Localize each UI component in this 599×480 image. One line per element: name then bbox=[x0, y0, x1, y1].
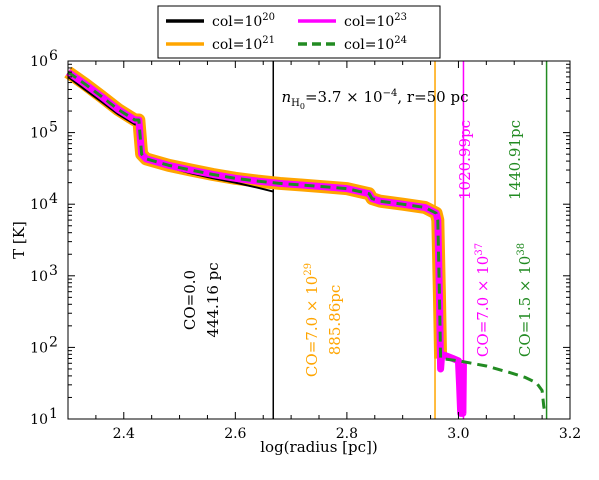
legend-label-3: col=1024 bbox=[344, 35, 407, 53]
x-tick-label: 2.8 bbox=[336, 426, 358, 442]
y-tick-label-exponent: 6 bbox=[49, 48, 58, 64]
y-tick-label: 10 bbox=[30, 340, 48, 356]
vline-co-label-1: CO=7.0 × 1029 bbox=[303, 263, 321, 377]
legend-box bbox=[157, 5, 441, 59]
vline-radius-label-3: 1440.91pc bbox=[506, 120, 524, 200]
x-tick-label: 3.0 bbox=[447, 426, 469, 442]
y-tick-label: 10 bbox=[30, 126, 48, 142]
y-tick-label-exponent: 5 bbox=[49, 120, 58, 136]
y-tick-label: 10 bbox=[30, 54, 48, 70]
y-tick-label: 10 bbox=[30, 269, 48, 285]
series-line-2 bbox=[65, 69, 467, 417]
x-tick-label: 2.6 bbox=[224, 426, 246, 442]
legend: col=1020 col=1023 col=1021 col=1024 bbox=[157, 5, 441, 59]
density-annotation: nH0=3.7 × 10−4, r=50 pc bbox=[281, 88, 468, 111]
vline-radius-label-0: 444.16 pc bbox=[204, 262, 222, 337]
vertical-marker-labels: CO=0.0 444.16 pc CO=7.0 × 1029 885.86pc CO=7… bbox=[181, 120, 534, 377]
vertical-markers bbox=[272, 61, 548, 419]
vline-co-label-0: CO=0.0 bbox=[181, 270, 199, 330]
series-lines bbox=[64, 66, 547, 417]
legend-label-1: col=1023 bbox=[344, 12, 407, 30]
y-tick-label: 10 bbox=[30, 412, 48, 428]
legend-label-2: col=1021 bbox=[212, 35, 275, 53]
vline-radius-label-1: 885.86pc bbox=[326, 285, 344, 356]
y-tick-label-exponent: 4 bbox=[49, 191, 58, 207]
y-axis-label: T [K] bbox=[10, 221, 28, 259]
x-tick-label: 3.2 bbox=[559, 426, 581, 442]
series-line-3 bbox=[67, 70, 547, 414]
y-tick-label: 10 bbox=[30, 197, 48, 213]
x-tick-label: 2.4 bbox=[113, 426, 135, 442]
y-tick-label-exponent: 2 bbox=[49, 334, 58, 350]
vline-co-label-2: CO=7.0 × 1037 bbox=[474, 243, 492, 357]
y-tick-label-exponent: 1 bbox=[49, 406, 58, 422]
x-axis-label: log(radius [pc]) bbox=[260, 438, 377, 456]
y-tick-label-exponent: 3 bbox=[49, 263, 58, 279]
vline-radius-label-2: 1020.99pc bbox=[456, 120, 474, 200]
vline-co-label-3: CO=1.5 × 1038 bbox=[516, 243, 534, 357]
legend-label-0: col=1020 bbox=[212, 12, 275, 30]
